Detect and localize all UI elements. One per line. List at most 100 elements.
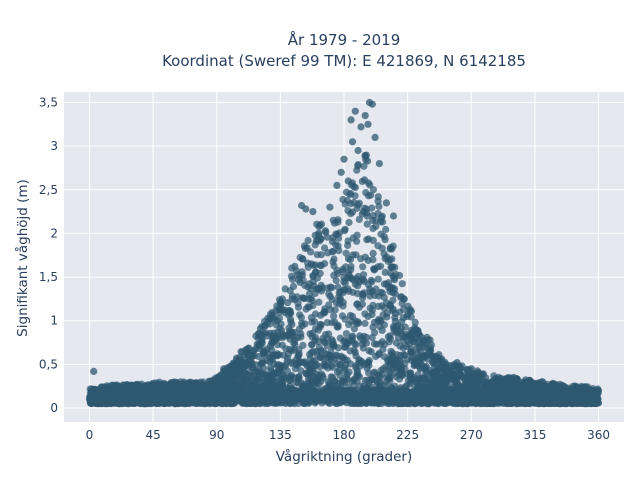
data-point <box>285 350 292 357</box>
data-point <box>353 301 360 308</box>
data-point <box>309 367 316 374</box>
data-point <box>342 201 349 208</box>
data-point <box>354 232 361 239</box>
data-point <box>589 387 596 394</box>
data-point <box>330 217 337 224</box>
data-point <box>387 303 394 310</box>
data-point <box>266 358 273 365</box>
data-point <box>292 365 299 372</box>
data-point <box>294 293 301 300</box>
data-point <box>389 273 396 280</box>
data-point <box>391 363 398 370</box>
data-point <box>356 200 363 207</box>
data-point <box>320 347 327 354</box>
data-point <box>344 207 351 214</box>
data-point <box>273 321 280 328</box>
data-point <box>329 374 336 381</box>
data-point <box>308 314 315 321</box>
data-point <box>478 371 485 378</box>
data-point <box>352 349 359 356</box>
data-point <box>365 281 372 288</box>
data-point <box>402 324 409 331</box>
data-point <box>268 340 275 347</box>
data-point <box>379 218 386 225</box>
data-point <box>381 280 388 287</box>
data-point <box>299 342 306 349</box>
data-point <box>369 217 376 224</box>
data-point <box>295 304 302 311</box>
data-point <box>305 237 312 244</box>
data-point <box>268 347 275 354</box>
data-point <box>310 373 317 380</box>
data-point <box>370 186 377 193</box>
data-point <box>214 374 221 381</box>
data-point <box>262 371 269 378</box>
data-point <box>299 255 306 262</box>
data-point <box>341 367 348 374</box>
data-point <box>296 350 303 357</box>
data-point <box>314 251 321 258</box>
data-point <box>362 153 369 160</box>
data-point <box>336 361 343 368</box>
data-point <box>366 292 373 299</box>
data-point <box>333 299 340 306</box>
data-point <box>295 276 302 283</box>
data-point <box>347 263 354 270</box>
data-point <box>252 368 259 375</box>
data-point <box>400 344 407 351</box>
data-point <box>356 216 363 223</box>
data-point <box>277 367 284 374</box>
data-point <box>268 314 275 321</box>
data-point <box>388 255 395 262</box>
data-point <box>359 291 366 298</box>
data-point <box>384 310 391 317</box>
data-point <box>408 314 415 321</box>
data-point <box>439 393 446 400</box>
data-point <box>361 320 368 327</box>
data-point <box>432 369 439 376</box>
data-point <box>312 337 319 344</box>
data-point <box>320 374 327 381</box>
data-point <box>304 362 311 369</box>
data-point <box>297 333 304 340</box>
data-point <box>288 273 295 280</box>
data-point <box>363 209 370 216</box>
data-point <box>375 276 382 283</box>
data-point <box>446 377 453 384</box>
data-point <box>349 289 356 296</box>
data-point <box>374 242 381 249</box>
data-point <box>573 387 580 394</box>
data-point <box>401 334 408 341</box>
data-point <box>261 323 268 330</box>
data-point <box>381 294 388 301</box>
data-point <box>345 219 352 226</box>
data-point <box>354 372 361 379</box>
data-point <box>307 295 314 302</box>
data-point <box>347 190 354 197</box>
data-point <box>315 285 322 292</box>
data-point <box>312 269 319 276</box>
data-point <box>321 305 328 312</box>
data-point <box>335 242 342 249</box>
data-point <box>315 223 322 230</box>
data-point <box>401 295 408 302</box>
data-point <box>324 336 331 343</box>
data-point <box>291 337 298 344</box>
data-point <box>334 323 341 330</box>
data-point <box>377 367 384 374</box>
data-point <box>407 349 414 356</box>
data-point <box>328 319 335 326</box>
data-point <box>422 365 429 372</box>
data-point <box>299 268 306 275</box>
data-point <box>303 370 310 377</box>
data-point <box>365 235 372 242</box>
data-point <box>554 389 561 396</box>
data-point <box>255 335 262 342</box>
data-point <box>365 257 372 264</box>
data-point <box>353 320 360 327</box>
data-point <box>370 250 377 257</box>
data-point <box>362 377 369 384</box>
data-point <box>287 318 294 325</box>
data-point <box>369 302 376 309</box>
